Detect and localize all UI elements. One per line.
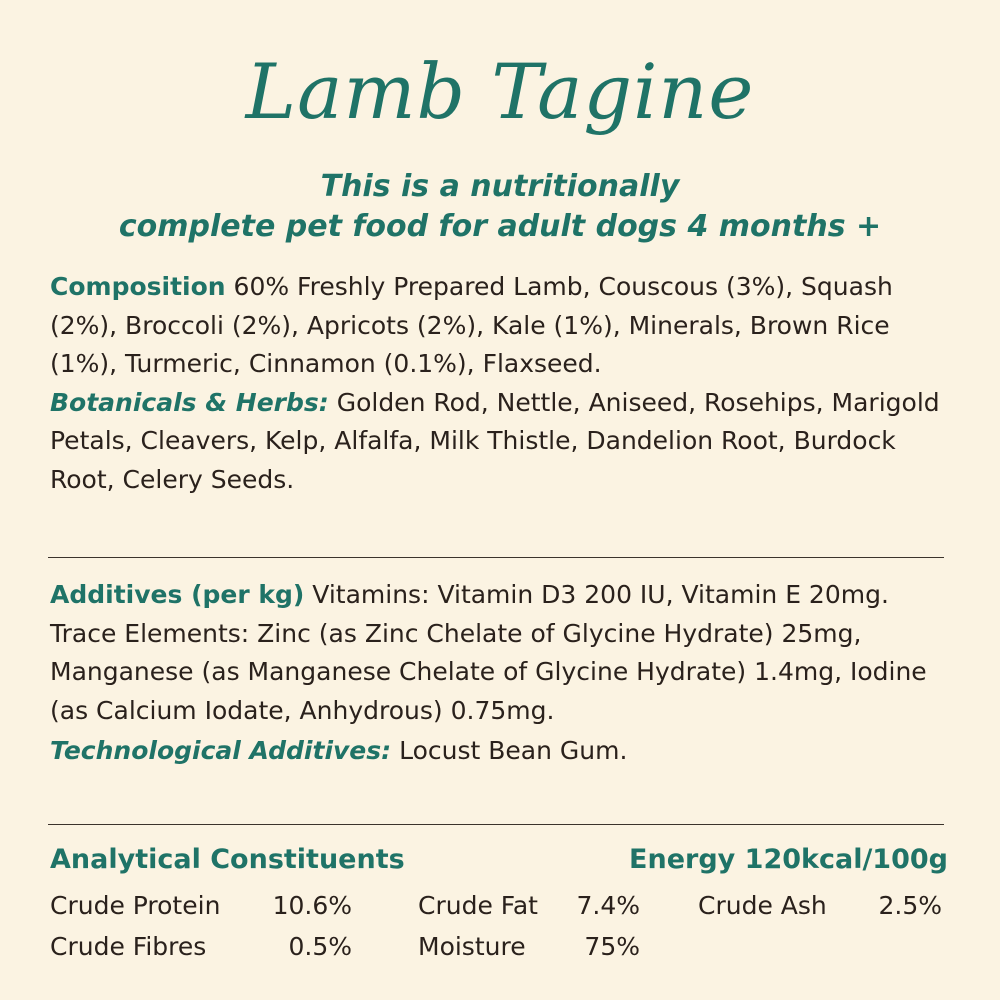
constituent-value: 75%	[584, 932, 640, 961]
subtitle-line-2: complete pet food for adult dogs 4 month…	[118, 209, 882, 244]
divider-1	[48, 557, 944, 558]
divider-2	[48, 824, 944, 825]
constituent-label: Crude Ash	[698, 891, 827, 920]
botanicals-heading: Botanicals & Herbs:	[50, 387, 329, 417]
technological-text: Locust Bean Gum.	[399, 736, 628, 765]
constituent-label: Crude Protein	[50, 891, 221, 920]
subtitle-line-1: This is a nutritionally	[320, 169, 680, 204]
constituent-label: Moisture	[418, 932, 526, 961]
energy-value: Energy 120kcal/100g	[629, 844, 948, 875]
constituent-crude-fibres: Crude Fibres 0.5%	[50, 927, 352, 967]
product-subtitle: This is a nutritionally complete pet foo…	[0, 167, 1000, 247]
constituent-crude-protein: Crude Protein 10.6%	[50, 886, 352, 926]
product-title: Lamb Tagine	[245, 47, 755, 136]
technological-heading: Technological Additives:	[50, 736, 392, 765]
analytical-heading: Analytical Constituents	[50, 844, 405, 875]
constituent-value: 7.4%	[576, 891, 640, 920]
constituent-label: Crude Fibres	[50, 932, 207, 961]
botanicals-text: Golden Rod, Nettle, Aniseed, Rosehips, M…	[50, 387, 940, 494]
constituent-value: 2.5%	[878, 891, 942, 920]
additives-text: Vitamins: Vitamin D3 200 IU, Vitamin E 2…	[50, 580, 927, 725]
technological-additives: Technological Additives: Locust Bean Gum…	[50, 732, 950, 771]
constituent-moisture: Moisture 75%	[418, 927, 640, 967]
constituent-label: Crude Fat	[418, 891, 538, 920]
ingredients-section: Composition 60% Freshly Prepared Lamb, C…	[50, 268, 950, 499]
constituent-crude-ash: Crude Ash 2.5%	[698, 886, 942, 926]
constituent-value: 0.5%	[288, 932, 352, 961]
additives-heading: Additives (per kg)	[50, 580, 305, 609]
constituent-crude-fat: Crude Fat 7.4%	[418, 886, 640, 926]
composition-heading: Composition	[50, 272, 226, 301]
constituent-value: 10.6%	[272, 891, 352, 920]
composition-text: 60% Freshly Prepared Lamb, Couscous (3%)…	[50, 272, 893, 378]
additives-section: Additives (per kg) Vitamins: Vitamin D3 …	[50, 576, 950, 771]
